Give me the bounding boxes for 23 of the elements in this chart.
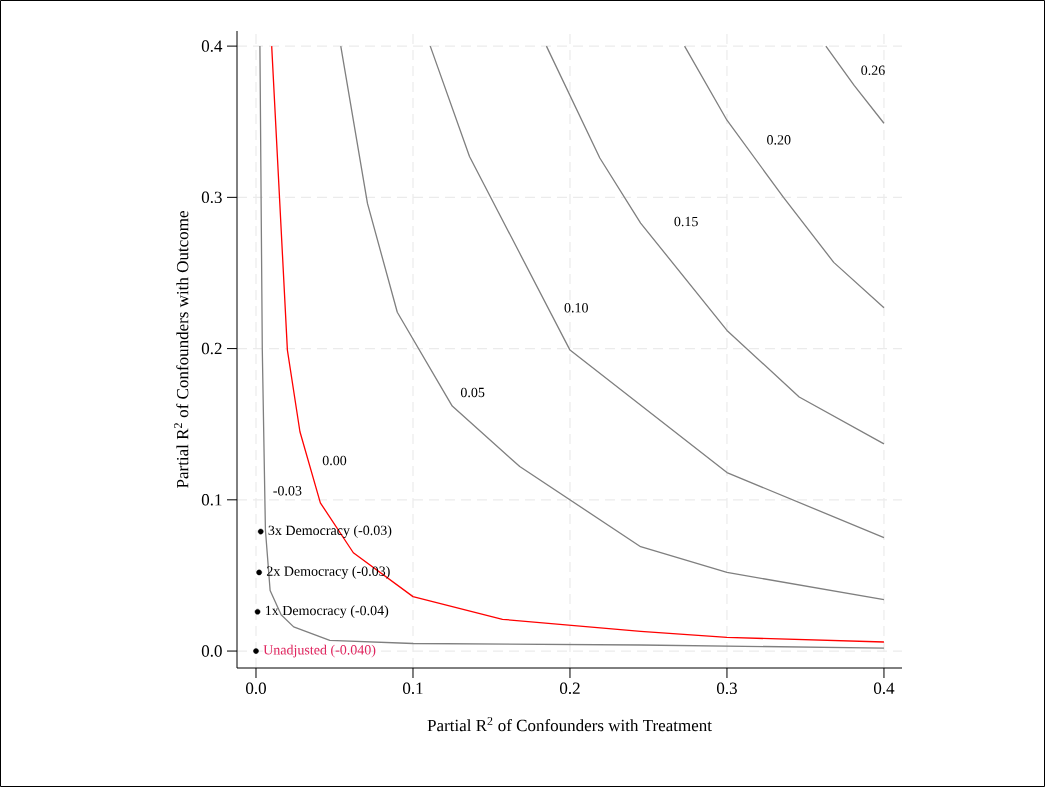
x-tick-label: 0.0 bbox=[246, 682, 266, 695]
x-tick-label: 0.1 bbox=[403, 682, 423, 695]
x-tick-label: 0.4 bbox=[873, 682, 895, 695]
x-tick-label: 0.3 bbox=[716, 682, 737, 695]
y-tick-label: 0.0 bbox=[201, 645, 222, 657]
annotation: -0.03 bbox=[273, 485, 302, 496]
y-tick-label: 0.4 bbox=[201, 40, 223, 52]
y-tick-label: 0.2 bbox=[201, 342, 222, 355]
x-tick-label: 0.2 bbox=[559, 682, 580, 695]
line-series bbox=[545, 45, 885, 445]
annotation: 0.10 bbox=[564, 303, 588, 313]
y-tick-label: 0.3 bbox=[201, 191, 222, 204]
annotation: 0.00 bbox=[322, 455, 347, 466]
series-label: 1x Democracy (-0.04) bbox=[266, 605, 389, 619]
annotation: 0.20 bbox=[767, 135, 791, 145]
x-axis-title: Partial R$^{2}$ of Confounders with Treatment bbox=[427, 716, 712, 732]
annotation: 0.05 bbox=[460, 387, 485, 398]
annotation: 0.15 bbox=[674, 216, 698, 227]
y-axis-title: Partial R$^{2}$ of Confounders with Outcome bbox=[174, 211, 189, 488]
series-label: Unadjusted (-0.040) bbox=[263, 644, 376, 658]
annotation: 0.26 bbox=[861, 65, 885, 76]
line-series bbox=[429, 45, 885, 539]
y-tick-label: 0.1 bbox=[201, 494, 222, 506]
